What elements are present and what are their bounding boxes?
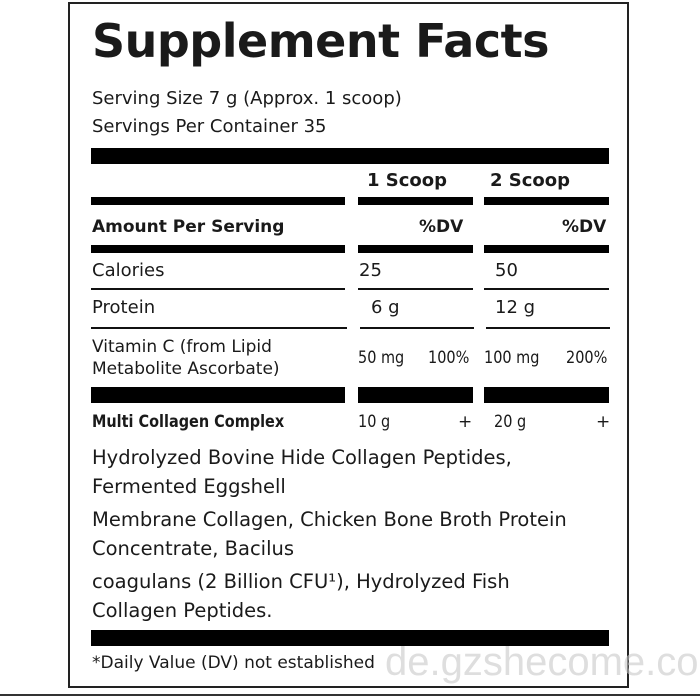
ingredient-line: Collagen Peptides. [92,599,273,622]
dv-header-1: %DV [419,217,464,237]
divider [360,327,474,329]
title: Supplement Facts [92,14,550,68]
thick-bar [91,148,609,164]
row-vitamin-c-col2-dv: 200% [566,348,608,368]
ingredient-line: Concentrate, Bacilus [92,537,295,560]
row-protein-label: Protein [92,297,156,318]
divider [91,288,345,290]
bar [358,197,473,205]
column-header-2: 2 Scoop [490,170,571,191]
row-vitamin-c-label-2: Metabolite Ascorbate) [92,359,280,379]
row-vitamin-c-col1: 50 mg [358,348,405,368]
divider [91,327,347,329]
dv-header-2: %DV [562,217,607,237]
row-calories-col1: 25 [359,260,382,281]
divider [0,694,700,696]
bar [358,387,473,403]
column-header-1: 1 Scoop [367,170,448,191]
row-calories-label: Calories [92,260,165,281]
row-collagen-label: Multi Collagen Complex [92,412,285,432]
bar [484,245,609,253]
row-collagen-col1-dv: + [458,412,473,432]
amount-per-serving: Amount Per Serving [92,217,285,237]
bar [91,197,345,205]
row-vitamin-c-col2: 100 mg [484,348,540,368]
row-calories-col2: 50 [495,260,518,281]
bar [358,245,473,253]
bar [91,387,345,403]
watermark: de.gzshecome.com [385,640,700,684]
bar [91,245,345,253]
ingredient-line: Fermented Eggshell [92,475,286,498]
ingredient-line: coagulans (2 Billion CFU¹), Hydrolyzed F… [92,570,510,593]
divider [484,288,609,290]
row-collagen-col1: 10 g [358,412,391,432]
bar [484,387,609,403]
ingredients: Hydrolyzed Bovine Hide Collagen Peptides… [92,443,567,625]
row-protein-col1: 6 g [371,297,400,318]
supplement-facts-panel [68,2,629,688]
bar [484,197,609,205]
row-collagen-col2-dv: + [596,412,611,432]
ingredient-line: Membrane Collagen, Chicken Bone Broth Pr… [92,508,567,531]
divider [486,327,610,329]
row-collagen-col2: 20 g [494,412,527,432]
row-vitamin-c-label-1: Vitamin C (from Lipid [92,337,272,357]
row-protein-col2: 12 g [495,297,536,318]
serving-size: Serving Size 7 g (Approx. 1 scoop) [92,88,402,109]
ingredient-line: Hydrolyzed Bovine Hide Collagen Peptides… [92,446,512,469]
servings-per-container: Servings Per Container 35 [92,116,327,137]
thick-bar [91,630,609,646]
divider [358,288,473,290]
row-vitamin-c-col1-dv: 100% [428,348,470,368]
footnote: *Daily Value (DV) not established [92,653,375,673]
